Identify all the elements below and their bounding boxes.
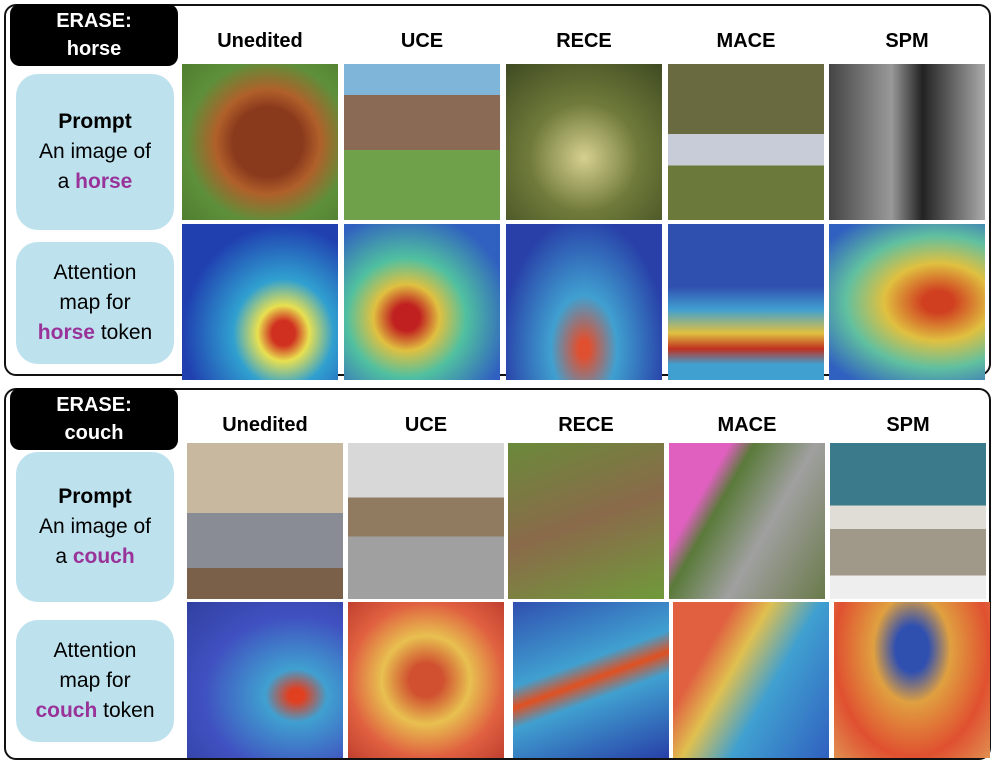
attention-map xyxy=(829,224,985,380)
keyword: horse xyxy=(75,170,133,193)
keyword: couch xyxy=(35,699,98,722)
attention-box: Attention map for horse token xyxy=(16,242,174,364)
prompt-box: Prompt An image of a horse xyxy=(16,74,174,230)
tag-line: couch xyxy=(64,422,124,444)
image xyxy=(669,443,825,599)
column-header: Unedited xyxy=(217,30,303,52)
attention-map xyxy=(668,224,824,380)
image xyxy=(506,64,662,220)
prompt-text: An image of xyxy=(38,515,152,538)
tag-line: ERASE: xyxy=(56,10,132,32)
keyword: couch xyxy=(72,545,135,568)
column-header: UCE xyxy=(400,30,444,52)
attention-map xyxy=(513,602,669,758)
prompt-box: Prompt An image of a couch xyxy=(16,452,174,602)
prompt-text: a xyxy=(57,170,70,193)
attention-text: map for xyxy=(59,669,131,692)
keyword: horse xyxy=(37,321,95,344)
prompt-title: Prompt xyxy=(58,110,132,133)
attention-text: token xyxy=(100,321,153,344)
attention-map xyxy=(348,602,504,758)
column-header: MACE xyxy=(716,30,776,52)
image xyxy=(348,443,504,599)
prompt-title: Prompt xyxy=(58,485,132,508)
image xyxy=(829,64,985,220)
tag-line: horse xyxy=(66,38,122,60)
panel: ERASE: horse Unedited UCE RECE MACE SPM P… xyxy=(4,4,991,380)
erase-tag: ERASE: couch xyxy=(10,388,178,450)
attention-map xyxy=(834,602,990,758)
column-header: Unedited xyxy=(222,414,308,436)
column-header: SPM xyxy=(885,30,929,52)
attention-map xyxy=(187,602,343,758)
attention-text: Attention xyxy=(53,261,137,284)
image xyxy=(344,64,500,220)
image xyxy=(508,443,664,599)
column-header: RECE xyxy=(556,30,612,52)
column-header: MACE xyxy=(717,414,777,436)
attention-text: map for xyxy=(59,291,131,314)
tag-line: ERASE: xyxy=(56,394,132,416)
attention-map xyxy=(344,224,500,380)
prompt-text: An image of xyxy=(38,140,152,163)
column-header: RECE xyxy=(558,414,614,436)
column-header: UCE xyxy=(404,414,448,436)
attention-box: Attention map for couch token xyxy=(16,620,174,742)
attention-map xyxy=(673,602,829,758)
attention-map xyxy=(506,224,662,380)
attention-map xyxy=(182,224,338,380)
attention-text: Attention xyxy=(53,639,137,662)
panel: ERASE: couch Unedited UCE RECE MACE SPM P… xyxy=(4,388,991,760)
prompt-text: a xyxy=(55,545,67,568)
image xyxy=(668,64,824,220)
erase-tag: ERASE: horse xyxy=(10,4,178,66)
image xyxy=(187,443,343,599)
image xyxy=(830,443,986,599)
image xyxy=(182,64,338,220)
attention-text: token xyxy=(103,699,155,722)
column-header: SPM xyxy=(886,414,930,436)
